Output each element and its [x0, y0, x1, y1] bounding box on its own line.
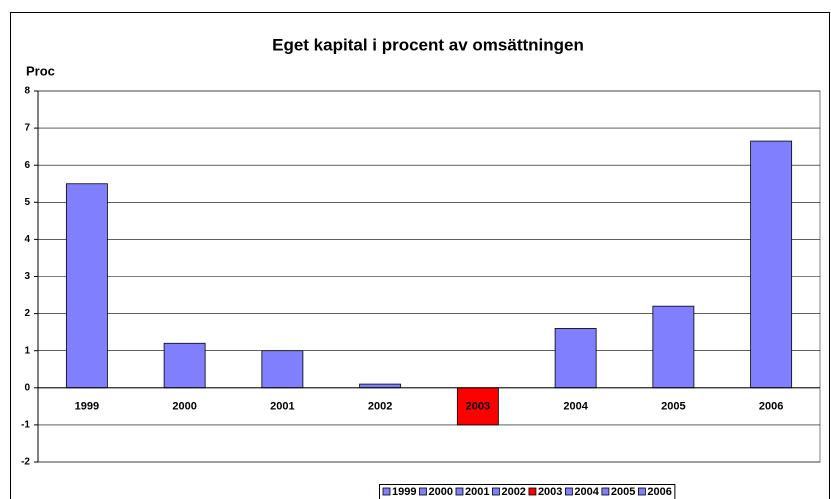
legend-swatch: [528, 487, 537, 496]
y-tick-label: 0: [24, 382, 30, 393]
bar: [359, 383, 402, 389]
legend-swatch: [601, 487, 610, 496]
legend-label: 2002: [501, 486, 525, 498]
x-tick-label: 2005: [661, 401, 685, 413]
legend-swatch: [419, 487, 427, 496]
y-tick-label: 7: [24, 123, 30, 134]
bar: [163, 342, 206, 389]
y-tick-label: 6: [24, 160, 30, 171]
chart-title: Eget kapital i procent av omsättningen: [272, 35, 584, 54]
x-tick-label: 2000: [172, 401, 196, 413]
x-tick-label: 2004: [563, 401, 588, 413]
legend-label: 2000: [428, 486, 452, 498]
bar: [65, 183, 108, 389]
x-tick-label: 2001: [270, 401, 294, 413]
bar: [652, 305, 695, 389]
legend-label: 2005: [611, 486, 635, 498]
legend-swatch: [565, 487, 573, 496]
bar: [750, 140, 793, 389]
legend-label: 2003: [538, 486, 562, 498]
legend-box: [379, 484, 676, 499]
legend-swatch: [455, 487, 464, 496]
bar: [261, 350, 304, 389]
y-tick-label: 3: [24, 271, 30, 282]
y-axis-label: Proc: [26, 63, 55, 78]
y-tick-label: 5: [24, 197, 30, 208]
y-tick-label: 2: [24, 308, 30, 319]
y-tick-label: 4: [24, 234, 30, 245]
legend-label: 2006: [647, 486, 671, 498]
legend-swatch: [637, 487, 646, 496]
legend-swatch: [492, 487, 500, 496]
bar: [554, 328, 597, 389]
bar: [456, 387, 499, 426]
legend-swatch: [382, 487, 391, 496]
y-tick-label: -1: [21, 420, 30, 431]
y-tick-label: 8: [24, 86, 30, 97]
x-tick-label: 2006: [759, 401, 783, 413]
x-tick-label: 2003: [466, 401, 490, 413]
legend-label: 2004: [574, 486, 599, 498]
x-tick-label: 1999: [75, 401, 99, 413]
x-tick-label: 2002: [368, 401, 392, 413]
legend-label: 1999: [392, 486, 416, 498]
y-tick-label: 1: [24, 345, 30, 356]
legend-label: 2001: [465, 486, 489, 498]
y-tick-label: -2: [21, 457, 30, 468]
